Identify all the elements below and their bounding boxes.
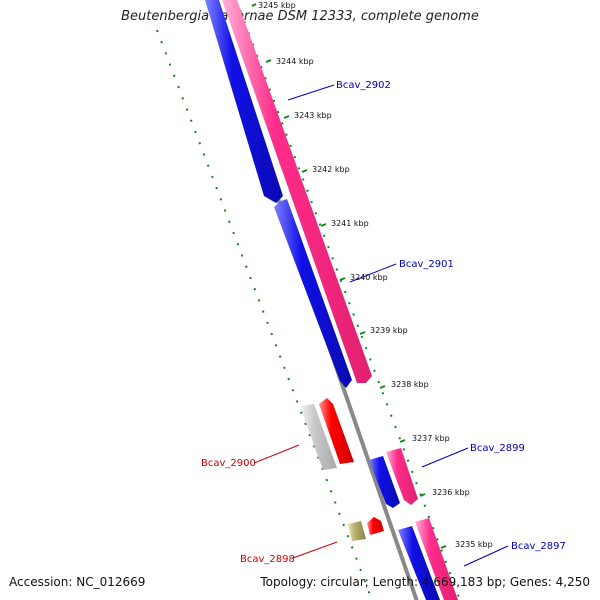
tick-label: 3235 kbp (455, 540, 493, 549)
tick-label: 3236 kbp (432, 488, 470, 497)
outer-tick-track (239, 9, 461, 600)
cds-bcav-2902 (205, 0, 283, 203)
tick-label: 3242 kbp (312, 165, 350, 174)
gene-label-bcav-2901: Bcav_2901 (399, 259, 454, 270)
cds-2897-forward (415, 518, 458, 600)
tick-label: 3244 kbp (276, 57, 314, 66)
tick-label: 3241 kbp (331, 219, 369, 228)
cds-bcav-2897 (398, 526, 440, 600)
tick-label: 3238 kbp (391, 380, 429, 389)
cds-bcav-2901 (274, 199, 352, 388)
leader-bcav-2899 (421, 447, 469, 468)
leader-bcav-2898 (292, 541, 338, 559)
gene-label-bcav-2897: Bcav_2897 (511, 541, 566, 552)
tick-label: 3243 kbp (294, 111, 332, 120)
gene-label-bcav-2900: Bcav_2900 (201, 458, 256, 469)
cds-2899-forward (386, 448, 418, 505)
tick-group: 3245 kbp 3244 kbp 3243 kbp 3242 kbp 3241… (251, 1, 493, 549)
tick-label: 3240 kbp (350, 273, 388, 282)
tick-label: 3239 kbp (370, 326, 408, 335)
cds-bcav-2899 (369, 456, 400, 508)
genome-summary-text: Topology: circular; Length: 4,669,183 bp… (260, 575, 590, 589)
gene-label-bcav-2902: Bcav_2902 (336, 80, 391, 91)
gene-label-bcav-2899: Bcav_2899 (470, 443, 525, 454)
cds-grey (300, 404, 337, 470)
tick-label: 3245 kbp (258, 1, 296, 10)
cds-bcav-2898 (367, 517, 384, 535)
tick-label: 3237 kbp (412, 434, 450, 443)
accession-text: Accession: NC_012669 (9, 575, 146, 589)
leader-bcav-2901 (349, 263, 397, 283)
cds-olive (348, 521, 366, 541)
gene-label-bcav-2898: Bcav_2898 (240, 554, 295, 565)
leader-bcav-2902 (287, 84, 335, 101)
leader-bcav-2897 (463, 545, 509, 567)
leader-bcav-2900 (253, 444, 300, 464)
cds-forward-long (222, 0, 372, 383)
cds-bcav-2900 (319, 398, 354, 464)
